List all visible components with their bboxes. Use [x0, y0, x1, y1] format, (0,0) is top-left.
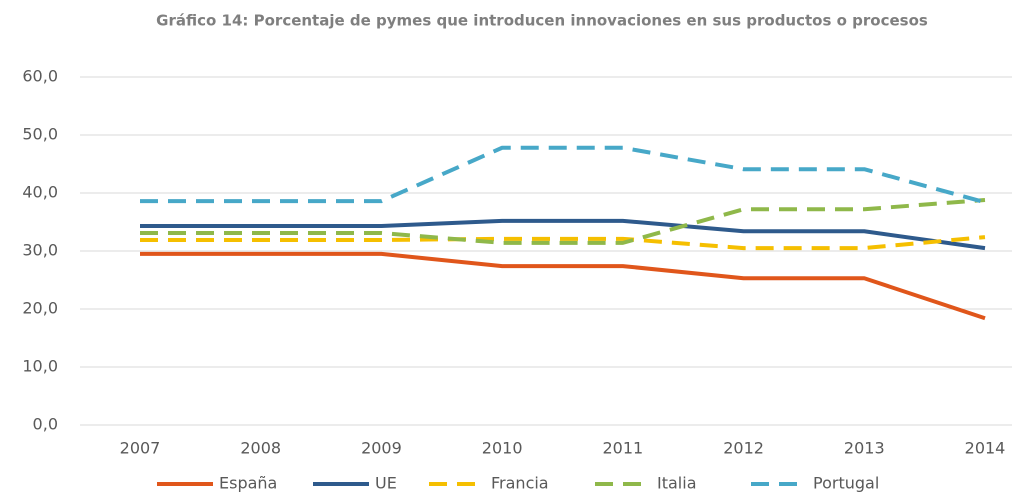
y-tick-label: 30,0 [22, 241, 58, 260]
y-tick-label: 50,0 [22, 125, 58, 144]
x-tick-label: 2013 [844, 439, 885, 458]
series-line [140, 235, 986, 251]
legend-label: Portugal [813, 474, 879, 492]
x-tick-label: 2010 [482, 439, 523, 458]
y-tick-label: 60,0 [22, 67, 58, 86]
x-tick-label: 2007 [120, 439, 161, 458]
series-line [140, 197, 986, 245]
y-tick-label: 10,0 [22, 357, 58, 376]
series-line [140, 145, 986, 205]
y-tick-label: 0,0 [33, 415, 58, 434]
legend-label: Francia [491, 474, 549, 492]
x-tick-label: 2011 [602, 439, 643, 458]
x-tick-label: 2008 [240, 439, 281, 458]
series-line [140, 251, 986, 321]
legend-label: Italia [657, 474, 697, 492]
x-tick-label: 2009 [361, 439, 402, 458]
series-line [140, 218, 986, 251]
y-tick-label: 40,0 [22, 183, 58, 202]
legend-label: España [219, 474, 277, 492]
y-tick-label: 20,0 [22, 299, 58, 318]
legend-label: UE [375, 474, 397, 492]
x-tick-label: 2014 [965, 439, 1006, 458]
x-tick-label: 2012 [723, 439, 764, 458]
chart-title: Gráfico 14: Porcentaje de pymes que intr… [156, 12, 928, 30]
